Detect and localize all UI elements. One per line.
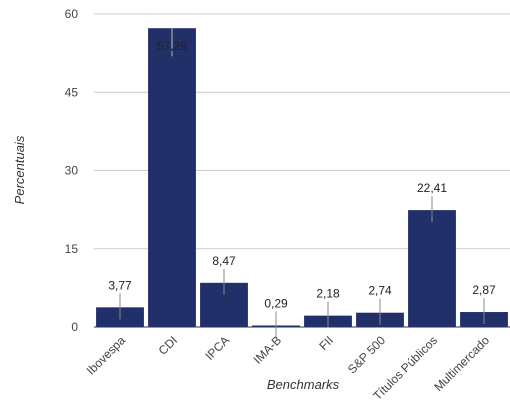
x-tick-label: IPCA <box>202 333 232 363</box>
x-tick-label: IMA-B <box>251 333 284 366</box>
x-tick-label: S&P 500 <box>345 333 388 376</box>
x-tick-label: Multimercado <box>431 333 492 394</box>
bar <box>408 210 456 327</box>
data-label: 3,77 <box>108 278 132 292</box>
data-label: 22,41 <box>417 181 447 195</box>
bars <box>96 28 508 328</box>
x-tick-label: FII <box>316 333 336 353</box>
y-tick-label: 15 <box>65 242 79 256</box>
x-tick-label: Ibovespa <box>84 333 129 378</box>
data-labels: 3,77 57,28 8,47 0,29 2,18 2,74 22,41 2,87 <box>108 28 496 338</box>
x-axis-title: Benchmarks <box>267 377 340 392</box>
y-axis-title: Percentuais <box>12 135 27 204</box>
y-tick-label: 0 <box>71 320 78 334</box>
y-tick-label: 45 <box>65 85 79 99</box>
data-label: 57,28 <box>157 39 187 53</box>
bar <box>148 28 196 328</box>
data-label: 8,47 <box>212 254 236 268</box>
data-label: 0,29 <box>264 296 288 310</box>
data-label: 2,87 <box>472 283 496 297</box>
x-tick-label: CDI <box>156 333 181 358</box>
y-tick-label: 60 <box>65 7 79 21</box>
y-tick-label: 30 <box>65 164 79 178</box>
data-label: 2,74 <box>368 284 392 298</box>
y-axis-ticks: 0 15 30 45 60 <box>65 7 79 334</box>
data-label: 2,18 <box>316 287 340 301</box>
